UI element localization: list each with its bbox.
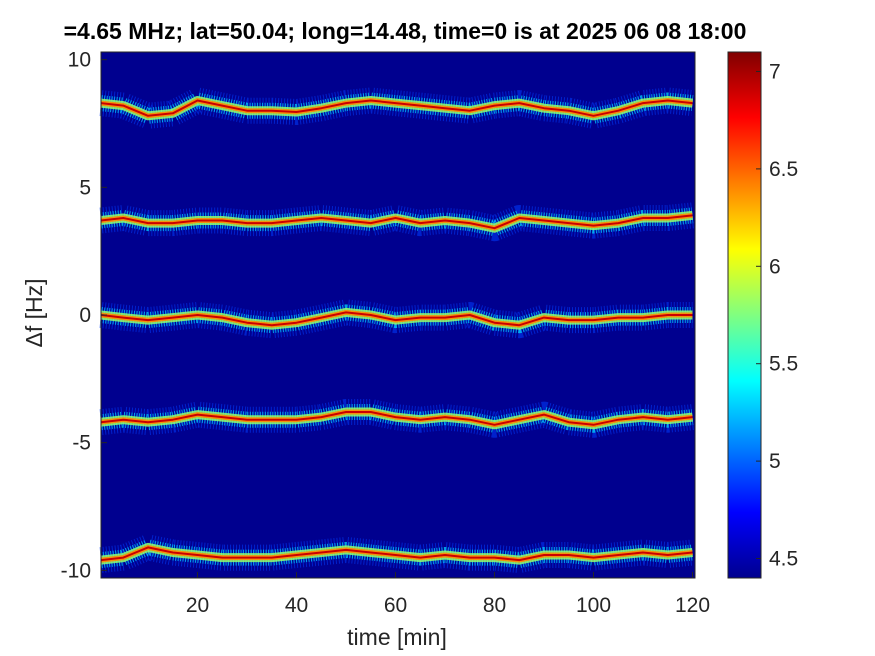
x-tick-label: 60 — [384, 594, 407, 617]
y-axis-label: Δf [Hz] — [21, 278, 47, 347]
trace-5-layer-5 — [100, 546, 693, 562]
trace-1-layer-5 — [100, 99, 693, 117]
colorbar: 4.5 5 5.5 6 6.5 7 — [727, 51, 798, 579]
colorbar-tick-label: 6 — [769, 255, 781, 278]
colorbar-gradient — [727, 51, 762, 579]
y-axis: -10 -5 0 5 10 — [61, 49, 107, 582]
x-tick-label: 80 — [483, 594, 506, 617]
x-tick-label: 120 — [675, 594, 710, 617]
colorbar-tick-label: 5 — [769, 450, 781, 473]
x-axis-label: time [min] — [347, 624, 447, 650]
colorbar-tick-label: 6.5 — [769, 158, 798, 181]
colorbar-tick-label: 4.5 — [769, 548, 798, 571]
y-tick-label: -5 — [72, 432, 91, 455]
y-tick-label: 10 — [68, 49, 91, 72]
chart-title: =4.65 MHz; lat=50.04; long=14.48, time=0… — [64, 18, 747, 44]
colorbar-ticks: 4.5 5 5.5 6 6.5 7 — [756, 60, 798, 571]
plot-area — [99, 51, 696, 579]
colorbar-tick-label: 5.5 — [769, 353, 798, 376]
x-tick-label: 20 — [186, 594, 209, 617]
y-tick-label: 0 — [79, 304, 91, 327]
trace-4-layer-5 — [100, 411, 693, 426]
x-tick-label: 40 — [285, 594, 308, 617]
colorbar-tick-label: 7 — [769, 60, 781, 83]
spectrum-traces — [99, 87, 694, 574]
trace-2-layer-5 — [100, 214, 693, 230]
y-tick-label: 5 — [79, 176, 91, 199]
x-tick-label: 100 — [576, 594, 611, 617]
trace-3-layer-5 — [100, 311, 693, 327]
x-axis: 20 40 60 80 100 120 — [186, 572, 710, 617]
y-tick-label: -10 — [61, 559, 91, 582]
